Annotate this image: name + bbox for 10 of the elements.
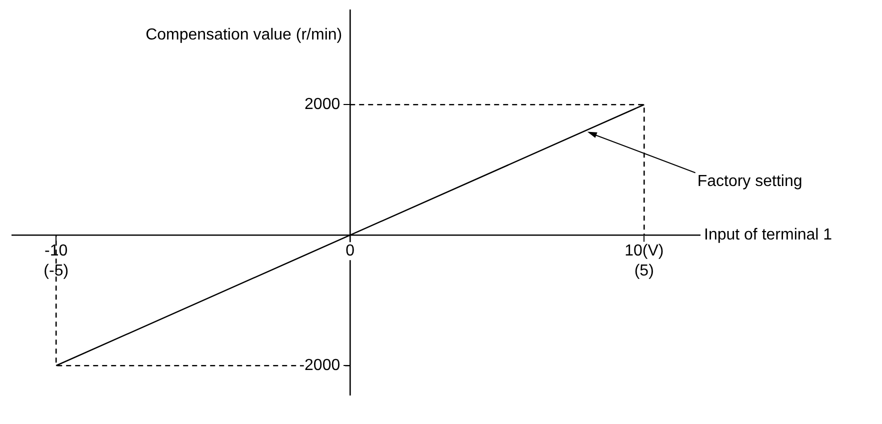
annotation: (-5) [44,262,69,280]
x-axis-title: Input of terminal 1 [704,226,832,244]
annotation: Factory setting [697,173,802,190]
x-tick-label: 10(V) [624,242,664,260]
y-tick-label: -2000 [299,357,340,374]
y-tick-label: 2000 [304,96,340,114]
annotation: (5) [634,262,654,280]
x-tick-label: 0 [346,242,355,260]
y-axis-title: Compensation value (r/min) [146,26,342,44]
x-tick-label: -10 [44,242,68,260]
